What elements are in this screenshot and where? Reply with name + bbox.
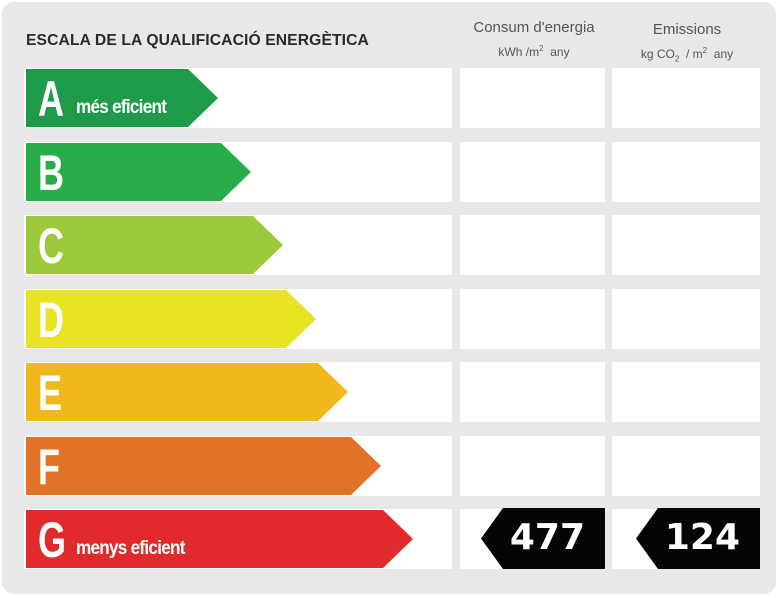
class-arrow-e: E: [26, 363, 348, 421]
class-letter: B: [38, 145, 64, 201]
class-description: més eficient: [76, 97, 167, 118]
energy-cell: [460, 142, 605, 202]
emissions-value: 124: [664, 517, 740, 558]
energy-column-label: Consum d'energia: [473, 19, 595, 36]
class-letter: E: [38, 365, 63, 421]
emissions-column-header: Emissions kg CO2 / m2 any: [612, 21, 762, 67]
energy-cell: [460, 362, 605, 422]
emissions-column-unit: kg CO2 / m2 any: [640, 46, 734, 64]
energy-column-unit: kWh /m2 any: [498, 44, 570, 59]
energy-cell: [460, 289, 605, 349]
emissions-cell: [612, 68, 760, 128]
class-description: menys eficient: [76, 538, 185, 559]
class-letter: A: [38, 71, 64, 127]
class-arrow-b: B: [26, 143, 251, 201]
energy-value-marker: 477: [481, 508, 605, 569]
emissions-cell: [612, 142, 760, 202]
class-letter: D: [38, 292, 64, 348]
emissions-cell: [612, 289, 760, 349]
class-letter: G: [38, 512, 67, 568]
emissions-cell: [612, 362, 760, 422]
class-arrow-f: F: [26, 437, 381, 495]
scale-title: ESCALA DE LA QUALIFICACIÓ ENERGÈTICA: [26, 32, 369, 49]
energy-cell: [460, 436, 605, 496]
class-letter: C: [38, 218, 64, 274]
class-arrow-c: C: [26, 216, 283, 274]
energy-cell: [460, 68, 605, 128]
emissions-value-marker: 124: [636, 508, 760, 569]
energy-cell: [460, 215, 605, 275]
energy-value: 477: [509, 517, 585, 558]
energy-column-header: Consum d'energia kWh /m2 any: [460, 19, 608, 60]
emissions-cell: [612, 215, 760, 275]
class-arrow-d: D: [26, 290, 316, 348]
emissions-cell: [612, 436, 760, 496]
emissions-column-label: Emissions: [652, 21, 722, 38]
class-letter: F: [38, 439, 60, 495]
